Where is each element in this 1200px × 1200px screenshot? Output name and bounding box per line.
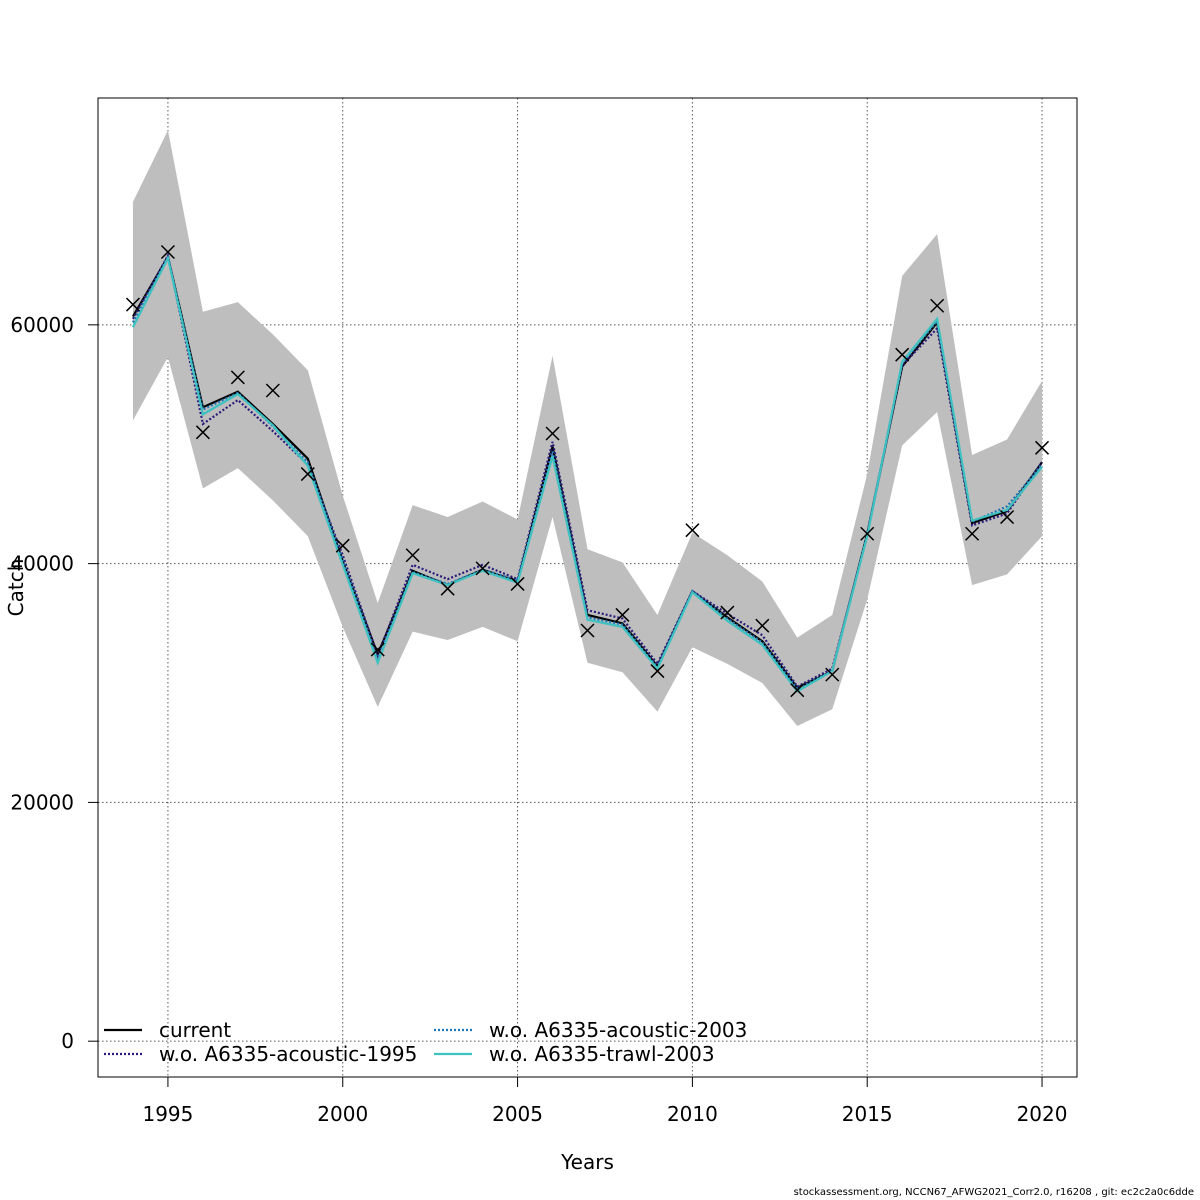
observed-point [650,664,665,679]
observed-point [230,370,245,385]
observed-point [545,426,560,441]
observed-point [720,605,735,620]
observed-point [475,561,490,576]
footer-text: stockassessment.org, NCCN67_AFWG2021_Cor… [793,1187,1194,1198]
confidence-band [132,130,1043,726]
legend-label-0: current [159,1018,231,1042]
observed-point [300,467,315,482]
observed-point [615,607,630,622]
legend-label-3: w.o. A6335-trawl-2003 [489,1042,715,1066]
x-tick-label: 1995 [142,1102,193,1126]
x-axis-label: Years [560,1150,614,1174]
x-tick-label: 2010 [667,1102,718,1126]
observed-point [195,425,210,440]
legend-label-1: w.o. A6335-acoustic-1995 [159,1042,417,1066]
y-tick-label: 0 [61,1029,74,1053]
observed-point [510,576,525,591]
observed-point [1035,440,1050,455]
observed-points-group [125,244,1050,698]
x-tick-label: 2020 [1017,1102,1068,1126]
observed-point [685,523,700,538]
series-lines-group [131,252,1043,693]
observed-point [405,548,420,563]
observed-point [440,581,455,596]
observed-point [790,683,805,698]
y-tick-label: 40000 [10,552,74,576]
observed-point [825,667,840,682]
observed-point [895,347,910,362]
y-axis: 0 20000 40000 60000 [10,313,99,1053]
legend-label-2: w.o. A6335-acoustic-2003 [489,1018,747,1042]
x-axis: 1995 2000 2005 2010 2015 2020 [142,1076,1068,1126]
observed-point [860,526,875,541]
observed-point [160,244,175,260]
observed-point [580,623,595,638]
observed-point [1000,510,1015,525]
x-tick-label: 2000 [317,1102,368,1126]
observed-point [125,297,140,312]
observed-point [370,642,385,657]
series-line-3 [131,254,1043,693]
observed-point [755,618,770,633]
observed-point [265,383,280,398]
observed-point [930,298,945,313]
observed-point [335,538,350,553]
observed-point [965,526,980,541]
confidence-band-group [132,130,1043,726]
y-axis-label: Catch [4,559,28,617]
y-tick-label: 60000 [10,313,74,337]
y-tick-label: 20000 [10,790,74,814]
x-tick-label: 2005 [492,1102,543,1126]
x-tick-label: 2015 [842,1102,893,1126]
